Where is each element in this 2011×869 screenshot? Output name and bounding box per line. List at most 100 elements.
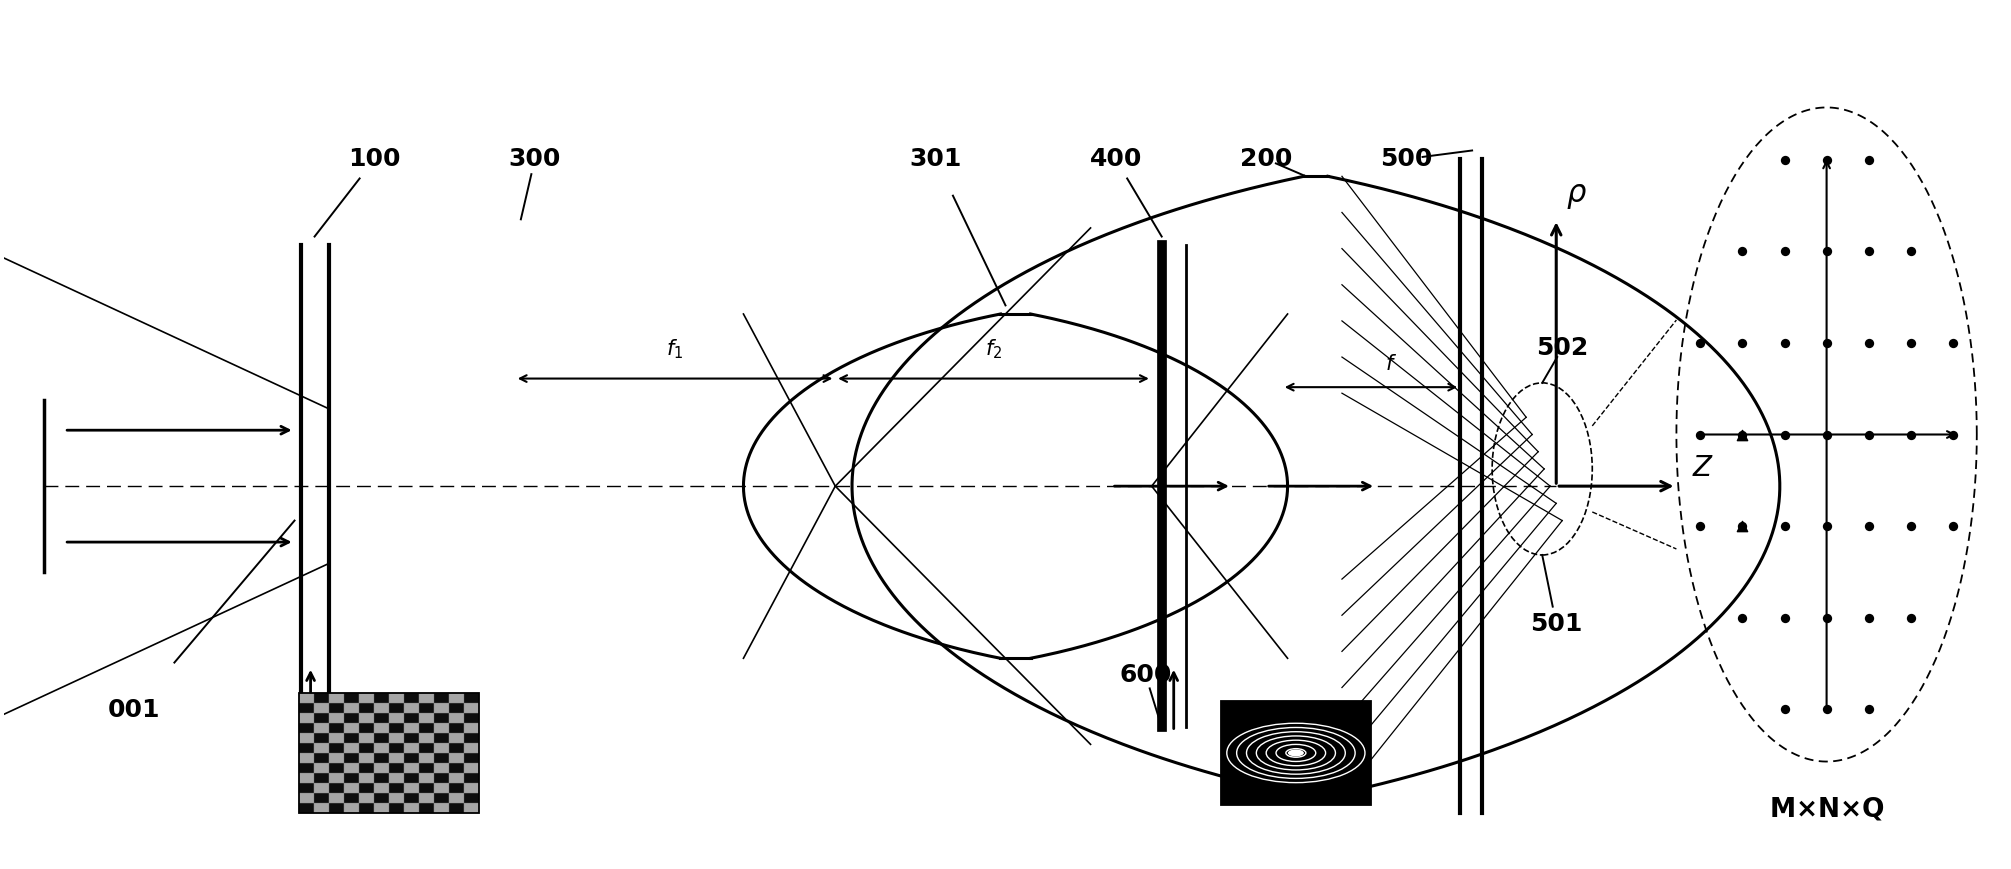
Bar <box>465 693 479 703</box>
Text: $\rho$: $\rho$ <box>1567 182 1587 210</box>
Bar <box>388 713 404 723</box>
Bar <box>448 783 465 793</box>
Bar <box>418 753 434 763</box>
Bar <box>388 783 404 793</box>
Bar <box>388 803 404 813</box>
Text: 502: 502 <box>1536 336 1589 361</box>
Bar <box>358 793 374 803</box>
Bar <box>298 713 314 723</box>
Bar <box>298 783 314 793</box>
Point <box>1685 428 1717 441</box>
Point <box>1685 336 1717 350</box>
Text: 501: 501 <box>1530 612 1583 636</box>
Bar <box>344 753 358 763</box>
Point <box>1810 702 1842 716</box>
Bar <box>358 703 374 713</box>
Point <box>1768 153 1800 167</box>
Bar <box>374 693 388 703</box>
Bar <box>328 763 344 773</box>
Bar <box>404 793 418 803</box>
Point <box>1852 702 1884 716</box>
Bar <box>418 693 434 703</box>
Bar <box>328 753 344 763</box>
Bar <box>344 723 358 733</box>
Bar <box>434 763 448 773</box>
Bar <box>404 783 418 793</box>
Bar <box>374 743 388 753</box>
Bar <box>465 733 479 743</box>
Bar <box>434 703 448 713</box>
Bar <box>374 773 388 783</box>
Bar <box>465 723 479 733</box>
Bar <box>298 703 314 713</box>
Bar <box>448 693 465 703</box>
Bar <box>465 703 479 713</box>
Bar <box>434 753 448 763</box>
Bar <box>434 773 448 783</box>
Bar <box>465 793 479 803</box>
Bar <box>314 783 328 793</box>
Bar <box>448 733 465 743</box>
Bar <box>388 723 404 733</box>
Point <box>1768 336 1800 350</box>
Bar <box>344 733 358 743</box>
Bar <box>404 723 418 733</box>
Bar <box>374 733 388 743</box>
Point <box>1852 428 1884 441</box>
Bar <box>434 783 448 793</box>
Point <box>1894 519 1927 533</box>
Bar <box>344 803 358 813</box>
Bar <box>328 723 344 733</box>
Bar <box>358 763 374 773</box>
Bar <box>314 793 328 803</box>
Bar <box>298 803 314 813</box>
Point <box>1725 519 1758 533</box>
Bar <box>358 733 374 743</box>
Bar <box>388 753 404 763</box>
Text: 001: 001 <box>109 698 161 722</box>
Point <box>1937 428 1969 441</box>
Point <box>1768 611 1800 625</box>
Point <box>1725 428 1758 441</box>
Bar <box>448 703 465 713</box>
Bar <box>465 743 479 753</box>
Bar <box>374 703 388 713</box>
Bar <box>298 763 314 773</box>
Bar <box>404 733 418 743</box>
Bar <box>358 773 374 783</box>
Bar <box>298 743 314 753</box>
Bar <box>418 743 434 753</box>
Bar <box>434 693 448 703</box>
Point <box>1894 428 1927 441</box>
Bar <box>418 723 434 733</box>
Bar <box>388 733 404 743</box>
Bar <box>358 803 374 813</box>
Bar <box>448 753 465 763</box>
Point <box>1810 519 1842 533</box>
Bar <box>448 743 465 753</box>
Bar <box>448 763 465 773</box>
Bar <box>358 753 374 763</box>
Point <box>1810 336 1842 350</box>
Bar <box>448 713 465 723</box>
Bar <box>358 713 374 723</box>
Text: $f$: $f$ <box>1386 355 1398 375</box>
Bar <box>448 773 465 783</box>
Point <box>1852 336 1884 350</box>
Text: 600: 600 <box>1120 664 1172 687</box>
Bar <box>298 733 314 743</box>
Bar <box>388 793 404 803</box>
Point <box>1725 336 1758 350</box>
Bar <box>418 773 434 783</box>
Bar <box>344 743 358 753</box>
Bar <box>314 753 328 763</box>
Bar <box>374 763 388 773</box>
Bar <box>434 723 448 733</box>
Bar <box>448 793 465 803</box>
Bar <box>374 803 388 813</box>
Bar <box>314 803 328 813</box>
Point <box>1810 428 1842 441</box>
Bar <box>298 693 314 703</box>
Bar <box>388 763 404 773</box>
Point <box>1810 611 1842 625</box>
